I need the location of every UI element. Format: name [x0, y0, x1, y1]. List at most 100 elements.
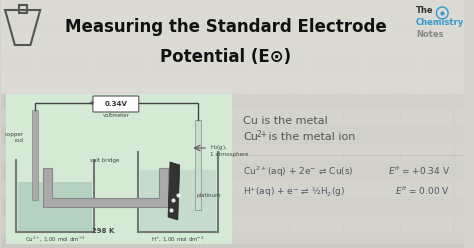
Bar: [345, 181, 398, 197]
Bar: [0, 19, 35, 35]
Bar: [17, 72, 70, 89]
Bar: [127, 181, 179, 197]
Bar: [255, 198, 308, 215]
Bar: [127, 145, 179, 161]
Bar: [0, 91, 35, 107]
Bar: [365, 126, 418, 143]
Bar: [236, 109, 289, 125]
Bar: [455, 181, 474, 197]
Bar: [37, 198, 90, 215]
Text: platinum: platinum: [196, 192, 221, 197]
Bar: [255, 126, 308, 143]
Text: $E^{\theta}$ = +0.34 V: $E^{\theta}$ = +0.34 V: [388, 165, 450, 177]
Bar: [6, 94, 232, 244]
Bar: [255, 55, 308, 71]
Bar: [236, 145, 289, 161]
Bar: [400, 0, 453, 17]
Bar: [255, 19, 308, 35]
Bar: [365, 55, 418, 71]
Bar: [91, 162, 144, 179]
Bar: [72, 72, 125, 89]
Bar: [236, 0, 289, 17]
Bar: [0, 145, 15, 161]
Bar: [37, 235, 90, 248]
Bar: [17, 36, 70, 53]
Text: H$^{+}$, 1.00 mol dm$^{-3}$: H$^{+}$, 1.00 mol dm$^{-3}$: [151, 234, 204, 243]
Bar: [32, 110, 38, 200]
Text: 298 K: 298 K: [92, 228, 115, 234]
Bar: [140, 170, 216, 232]
Bar: [291, 181, 343, 197]
Bar: [146, 126, 199, 143]
Bar: [0, 181, 15, 197]
Bar: [72, 36, 125, 53]
Bar: [419, 91, 472, 107]
Bar: [17, 181, 70, 197]
Bar: [0, 109, 15, 125]
Text: copper
rod: copper rod: [5, 132, 24, 143]
Bar: [0, 0, 15, 17]
Bar: [37, 91, 90, 107]
Bar: [181, 217, 234, 233]
Bar: [255, 162, 308, 179]
Text: -: -: [139, 100, 142, 106]
Bar: [146, 198, 199, 215]
Bar: [419, 19, 472, 35]
Bar: [1, 0, 464, 94]
Bar: [181, 0, 234, 17]
Bar: [310, 235, 363, 248]
Text: The: The: [416, 6, 434, 15]
Bar: [127, 0, 179, 17]
Bar: [232, 94, 464, 244]
Bar: [91, 126, 144, 143]
Bar: [310, 91, 363, 107]
Bar: [0, 72, 15, 89]
Bar: [400, 181, 453, 197]
Bar: [365, 235, 418, 248]
Bar: [400, 109, 453, 125]
Bar: [201, 198, 254, 215]
Bar: [400, 217, 453, 233]
Bar: [0, 36, 15, 53]
Bar: [91, 235, 144, 248]
Text: is the metal ion: is the metal ion: [264, 132, 355, 142]
Text: voltmeter: voltmeter: [102, 113, 129, 118]
Bar: [310, 162, 363, 179]
Bar: [72, 109, 125, 125]
Bar: [181, 145, 234, 161]
Bar: [17, 0, 70, 17]
Bar: [146, 55, 199, 71]
Bar: [91, 19, 144, 35]
Bar: [201, 235, 254, 248]
Bar: [127, 109, 179, 125]
Bar: [419, 235, 472, 248]
FancyBboxPatch shape: [93, 96, 139, 112]
Bar: [419, 55, 472, 71]
Bar: [37, 55, 90, 71]
Bar: [19, 5, 27, 13]
Bar: [345, 109, 398, 125]
Bar: [455, 109, 474, 125]
Bar: [91, 91, 144, 107]
Bar: [146, 19, 199, 35]
Bar: [455, 145, 474, 161]
Bar: [345, 145, 398, 161]
Bar: [127, 217, 179, 233]
Bar: [310, 126, 363, 143]
Bar: [455, 72, 474, 89]
Text: Cu: Cu: [243, 132, 258, 142]
Bar: [419, 162, 472, 179]
Text: Chemistry: Chemistry: [416, 18, 464, 27]
Bar: [345, 217, 398, 233]
Bar: [181, 36, 234, 53]
Bar: [291, 217, 343, 233]
Bar: [291, 145, 343, 161]
Bar: [0, 235, 35, 248]
Polygon shape: [168, 162, 180, 220]
Bar: [91, 198, 144, 215]
Bar: [201, 55, 254, 71]
Bar: [72, 181, 125, 197]
Bar: [181, 109, 234, 125]
Bar: [400, 36, 453, 53]
Bar: [127, 36, 179, 53]
